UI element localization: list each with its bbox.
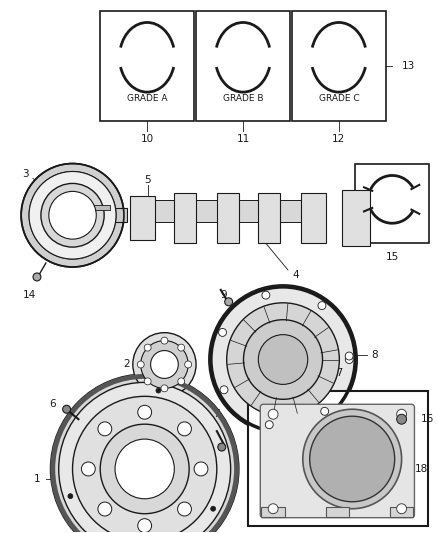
Bar [258, 193, 280, 243]
Text: 11: 11 [237, 134, 250, 144]
Circle shape [225, 298, 233, 306]
Bar [217, 193, 239, 243]
Text: 3: 3 [22, 169, 29, 180]
Circle shape [397, 409, 406, 419]
Bar [196, 11, 290, 121]
Circle shape [220, 386, 228, 394]
Text: 7: 7 [213, 409, 220, 419]
Circle shape [178, 344, 185, 351]
Text: 6: 6 [49, 399, 56, 409]
Circle shape [211, 506, 215, 511]
Bar [174, 193, 196, 243]
Circle shape [141, 341, 188, 389]
Circle shape [41, 183, 104, 247]
Circle shape [318, 302, 326, 310]
Circle shape [194, 462, 208, 476]
Text: 10: 10 [141, 134, 154, 144]
Circle shape [397, 414, 406, 424]
Circle shape [137, 361, 144, 368]
Bar [390, 507, 413, 516]
Circle shape [138, 519, 152, 532]
Text: 12: 12 [332, 134, 346, 144]
Bar [237, 200, 258, 222]
Circle shape [156, 388, 161, 393]
Circle shape [49, 191, 96, 239]
Circle shape [227, 303, 339, 416]
Circle shape [345, 356, 353, 364]
Bar [355, 164, 429, 243]
Bar [261, 507, 285, 516]
Circle shape [21, 164, 124, 267]
Circle shape [258, 335, 308, 384]
Text: 8: 8 [371, 350, 378, 360]
Circle shape [310, 416, 395, 502]
Bar [152, 200, 175, 222]
Text: 19: 19 [281, 436, 295, 446]
Circle shape [268, 409, 278, 419]
Circle shape [98, 422, 112, 436]
Bar [278, 200, 302, 222]
Circle shape [63, 405, 71, 413]
Circle shape [178, 378, 185, 385]
Circle shape [138, 405, 152, 419]
Text: 1: 1 [34, 474, 41, 484]
Circle shape [151, 351, 178, 378]
Bar [130, 196, 155, 240]
Circle shape [51, 375, 239, 533]
Circle shape [68, 494, 73, 499]
Bar [325, 507, 349, 516]
Circle shape [397, 504, 406, 514]
Text: 16: 16 [420, 414, 434, 424]
Circle shape [265, 421, 273, 429]
Bar [92, 205, 110, 211]
Circle shape [144, 344, 151, 351]
Bar [100, 11, 194, 121]
Text: 17: 17 [331, 368, 344, 378]
Text: 14: 14 [22, 290, 35, 300]
Circle shape [209, 285, 357, 434]
Circle shape [177, 502, 191, 516]
Circle shape [33, 273, 41, 281]
Circle shape [219, 328, 226, 336]
Bar [343, 190, 370, 246]
Circle shape [345, 352, 353, 360]
Circle shape [268, 504, 278, 514]
Circle shape [303, 409, 402, 508]
Text: GRADE B: GRADE B [223, 94, 263, 103]
Circle shape [81, 462, 95, 476]
Text: 9: 9 [220, 290, 227, 300]
Circle shape [100, 424, 189, 514]
Bar [301, 193, 325, 243]
Circle shape [133, 333, 196, 397]
Bar [248, 391, 428, 526]
Text: 4: 4 [293, 270, 300, 280]
Text: 2: 2 [123, 359, 130, 369]
Text: 13: 13 [402, 61, 415, 71]
Text: 18: 18 [414, 464, 427, 474]
Text: GRADE C: GRADE C [318, 94, 359, 103]
Text: 5: 5 [145, 175, 151, 185]
Text: 15: 15 [385, 252, 399, 262]
FancyBboxPatch shape [260, 404, 414, 518]
Circle shape [29, 172, 116, 259]
Bar [73, 208, 127, 222]
Circle shape [262, 291, 270, 299]
Circle shape [73, 397, 217, 533]
Circle shape [144, 378, 151, 385]
Circle shape [244, 320, 322, 399]
Circle shape [185, 361, 191, 368]
Bar [292, 11, 386, 121]
Circle shape [161, 385, 168, 392]
Text: GRADE A: GRADE A [127, 94, 167, 103]
Circle shape [177, 422, 191, 436]
Circle shape [59, 382, 231, 533]
Circle shape [98, 502, 112, 516]
Bar [195, 200, 217, 222]
Circle shape [218, 443, 226, 451]
Circle shape [321, 407, 328, 415]
Circle shape [161, 337, 168, 344]
Circle shape [115, 439, 174, 499]
